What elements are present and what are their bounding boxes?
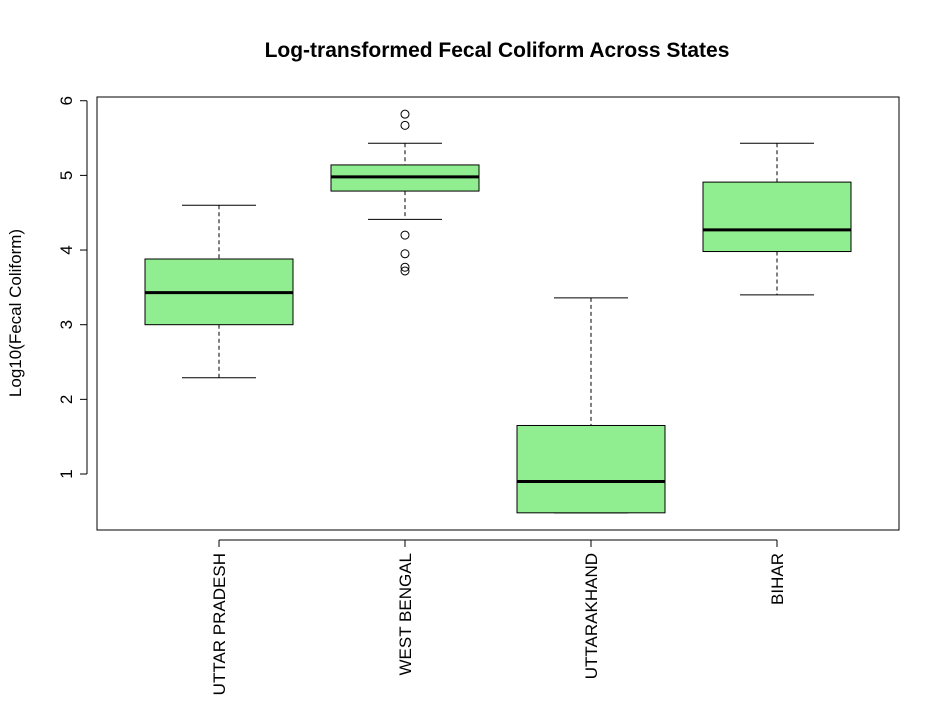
box-iqr	[516, 424, 666, 514]
outlier-point	[400, 230, 410, 240]
outlier-point	[400, 262, 410, 272]
chart-title: Log-transformed Fecal Coliform Across St…	[265, 39, 730, 62]
y-tick-label: 2	[57, 395, 76, 404]
chart-marks: 1 2 3 4 5 6 UTTAR PRADESH WEST BENGAL UTTARAKHAN…	[57, 96, 852, 695]
y-tick-label: 6	[57, 96, 76, 105]
x-tick-label: BIHAR	[768, 553, 787, 605]
y-axis-label: Log10(Fecal Coliform)	[6, 229, 25, 397]
y-tick-label: 3	[57, 320, 76, 329]
outlier-point	[400, 120, 410, 130]
x-tick-label: WEST BENGAL	[396, 553, 415, 676]
x-tick-label: UTTAR PRADESH	[210, 553, 229, 695]
x-tick-label: UTTARAKHAND	[582, 553, 601, 679]
y-tick-label: 1	[57, 469, 76, 478]
y-tick-label: 4	[57, 245, 76, 254]
outlier-point	[400, 249, 410, 259]
outlier-point	[400, 109, 410, 119]
y-tick-label: 5	[57, 171, 76, 180]
plot-frame	[96, 96, 900, 531]
box-iqr	[702, 181, 852, 253]
outlier-point	[400, 266, 410, 276]
